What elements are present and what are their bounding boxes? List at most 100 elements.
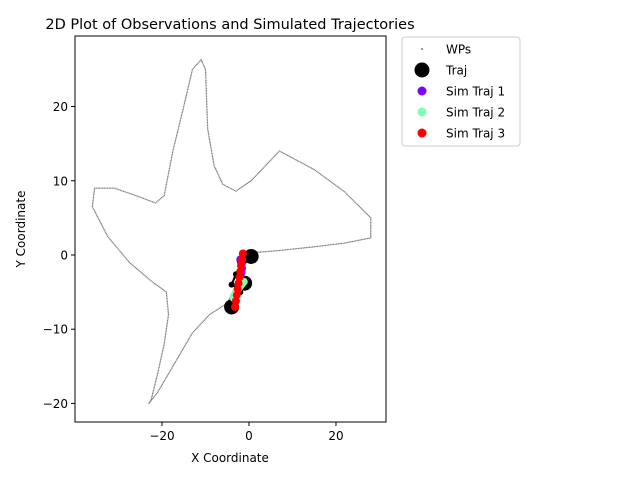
legend-entry: Traj (414, 62, 467, 78)
waypoint-dot (192, 331, 195, 333)
waypoint-dot (211, 154, 213, 156)
waypoint-dot (177, 356, 179, 358)
waypoint-dot (212, 162, 215, 164)
waypoint-dot (159, 286, 161, 289)
waypoint-dot (161, 354, 163, 356)
waypoint-dot (202, 63, 204, 65)
waypoint-dot (206, 113, 208, 116)
waypoint-dot (207, 131, 209, 133)
waypoint-dot (205, 317, 208, 319)
waypoint-dot (187, 85, 190, 88)
waypoint-dot (203, 65, 205, 68)
waypoint-dot (213, 165, 215, 167)
waypoint-dot (93, 210, 96, 212)
waypoint-dot (169, 166, 171, 168)
waypoint-dot (362, 238, 364, 241)
waypoint-dot (96, 215, 99, 218)
waypoint-dot (101, 224, 103, 226)
waypoint-dot (245, 183, 247, 185)
waypoint-dot (132, 193, 134, 196)
waypoint-dot (166, 299, 168, 301)
waypoint-dot (307, 246, 309, 249)
waypoint-dot (145, 276, 147, 278)
y-tick-label: 0 (60, 248, 68, 262)
waypoint-dot (241, 186, 243, 188)
waypoint-dot (215, 169, 217, 171)
waypoint-dot (207, 129, 209, 132)
waypoint-dot (154, 202, 157, 204)
waypoint-dot (206, 120, 209, 122)
y-tick-label: 20 (53, 100, 68, 114)
waypoint-dot (178, 355, 180, 357)
waypoint-dot (165, 292, 168, 295)
legend-label: WPs (446, 43, 471, 57)
waypoint-dot (98, 218, 100, 221)
waypoint-dot (210, 148, 212, 150)
waypoint-dot (209, 143, 212, 145)
waypoint-dot (182, 348, 184, 350)
waypoint-dot (353, 240, 355, 242)
waypoint-dot (119, 250, 121, 252)
waypoint-dot (200, 322, 202, 325)
waypoint-dot (295, 159, 297, 161)
waypoint-dot (235, 190, 237, 192)
waypoint-dot (328, 180, 331, 182)
waypoint-dot (370, 218, 372, 221)
waypoint-dot (318, 172, 321, 175)
waypoint-dot (166, 296, 168, 298)
waypoint-dot (206, 315, 209, 318)
waypoint-dot (121, 190, 123, 192)
waypoint-dot (359, 206, 362, 209)
waypoint-dot (214, 166, 216, 169)
waypoint-dot (255, 174, 258, 176)
waypoint-dot (165, 330, 167, 333)
waypoint-dot (308, 246, 311, 249)
waypoint-dot (285, 154, 288, 156)
waypoint-dot (213, 311, 215, 313)
waypoint-dot (157, 368, 160, 370)
waypoint-dot (242, 185, 245, 187)
waypoint-dot (190, 74, 192, 77)
waypoint-dot (166, 319, 169, 322)
waypoint-dot (266, 250, 268, 253)
waypoint-dot (159, 360, 162, 362)
waypoint-dot (169, 164, 171, 167)
waypoint-dot (166, 321, 169, 323)
waypoint-dot (166, 324, 168, 327)
plot-area-frame (74, 35, 387, 423)
sim-traj-point (231, 297, 240, 306)
waypoint-dot (340, 188, 342, 190)
waypoint-dot (171, 155, 173, 157)
waypoint-dot (97, 187, 99, 189)
waypoint-dot (283, 249, 285, 251)
waypoint-dot (167, 305, 169, 308)
waypoint-dot (304, 247, 306, 249)
waypoint-dot (181, 111, 183, 114)
traj-point (228, 281, 235, 288)
waypoint-dot (118, 189, 120, 191)
waypoint-dot (133, 194, 136, 196)
waypoint-dot (154, 283, 156, 285)
waypoint-dot (159, 363, 161, 366)
waypoint-dot (148, 402, 150, 405)
waypoint-dot (175, 360, 177, 362)
waypoint-dot (164, 337, 166, 339)
waypoint-dot (206, 115, 208, 117)
waypoint-dot (171, 151, 174, 154)
waypoint-dot (132, 264, 134, 267)
waypoint-dot (220, 180, 223, 183)
waypoint-dot (123, 255, 125, 257)
sim-traj-point (235, 273, 244, 282)
waypoint-dot (217, 173, 219, 176)
waypoint-dot (240, 186, 242, 189)
waypoint-dot (350, 241, 352, 243)
waypoint-dot (160, 384, 163, 387)
waypoint-dot (160, 287, 162, 290)
waypoint-dot (211, 155, 214, 158)
waypoint-dot (174, 141, 176, 143)
waypoint-dot (289, 248, 292, 251)
waypoint-dot (205, 95, 208, 98)
waypoint-dot (357, 204, 359, 207)
waypoint-dot (155, 379, 157, 381)
waypoint-dot (204, 67, 206, 69)
